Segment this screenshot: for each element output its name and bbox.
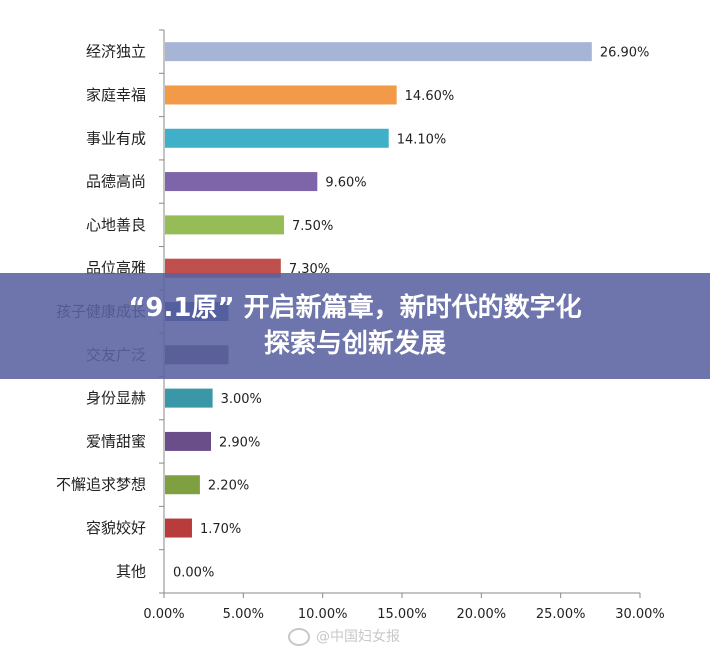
category-label: 容貌姣好 bbox=[86, 519, 146, 537]
value-label: 3.00% bbox=[221, 392, 262, 407]
bar bbox=[165, 85, 397, 105]
watermark-text: @中国妇女报 bbox=[316, 629, 400, 645]
category-label: 爱情甜蜜 bbox=[86, 432, 146, 450]
category-label: 其他 bbox=[116, 562, 146, 580]
overlay-line-2: 探索与创新发展 bbox=[263, 329, 446, 359]
category-label: 经济独立 bbox=[86, 43, 146, 61]
x-tick-label: 10.00% bbox=[298, 607, 348, 622]
bar bbox=[165, 215, 284, 235]
bar bbox=[165, 172, 318, 192]
category-label: 家庭幸福 bbox=[86, 86, 146, 104]
x-tick-label: 30.00% bbox=[615, 607, 665, 622]
category-label: 心地善良 bbox=[86, 216, 146, 234]
x-tick-label: 15.00% bbox=[377, 607, 427, 622]
value-label: 14.60% bbox=[405, 89, 455, 104]
value-label: 2.90% bbox=[219, 435, 260, 450]
x-tick-label: 5.00% bbox=[223, 607, 264, 622]
value-label: 7.50% bbox=[292, 219, 333, 234]
bar bbox=[165, 128, 389, 148]
bar bbox=[165, 258, 281, 278]
category-label: 品位高雅 bbox=[86, 259, 146, 277]
value-label: 14.10% bbox=[397, 132, 447, 147]
bar bbox=[165, 42, 592, 62]
x-tick-label: 0.00% bbox=[143, 607, 184, 622]
bar bbox=[165, 388, 213, 408]
value-label: 2.20% bbox=[208, 479, 249, 494]
value-label: 26.90% bbox=[600, 46, 650, 61]
overlay-line-1: “9.1原” 开启新篇章，新时代的数字化 bbox=[128, 293, 582, 323]
overlay-headline: “9.1原” 开启新篇章，新时代的数字化 探索与创新发展 bbox=[0, 290, 710, 362]
value-label: 0.00% bbox=[173, 565, 214, 580]
category-label: 不懈追求梦想 bbox=[56, 476, 146, 494]
weibo-icon bbox=[288, 628, 310, 646]
bar bbox=[165, 431, 212, 451]
category-label: 身份显赫 bbox=[86, 389, 146, 407]
bar bbox=[165, 518, 192, 538]
category-label: 品德高尚 bbox=[86, 173, 146, 191]
value-label: 9.60% bbox=[325, 176, 366, 191]
category-label: 事业有成 bbox=[86, 129, 146, 147]
x-tick-label: 25.00% bbox=[536, 607, 586, 622]
watermark: @中国妇女报 bbox=[288, 626, 400, 646]
x-tick-label: 20.00% bbox=[457, 607, 507, 622]
value-label: 1.70% bbox=[200, 522, 241, 537]
overlay-banner bbox=[0, 273, 710, 379]
bar bbox=[165, 475, 200, 495]
